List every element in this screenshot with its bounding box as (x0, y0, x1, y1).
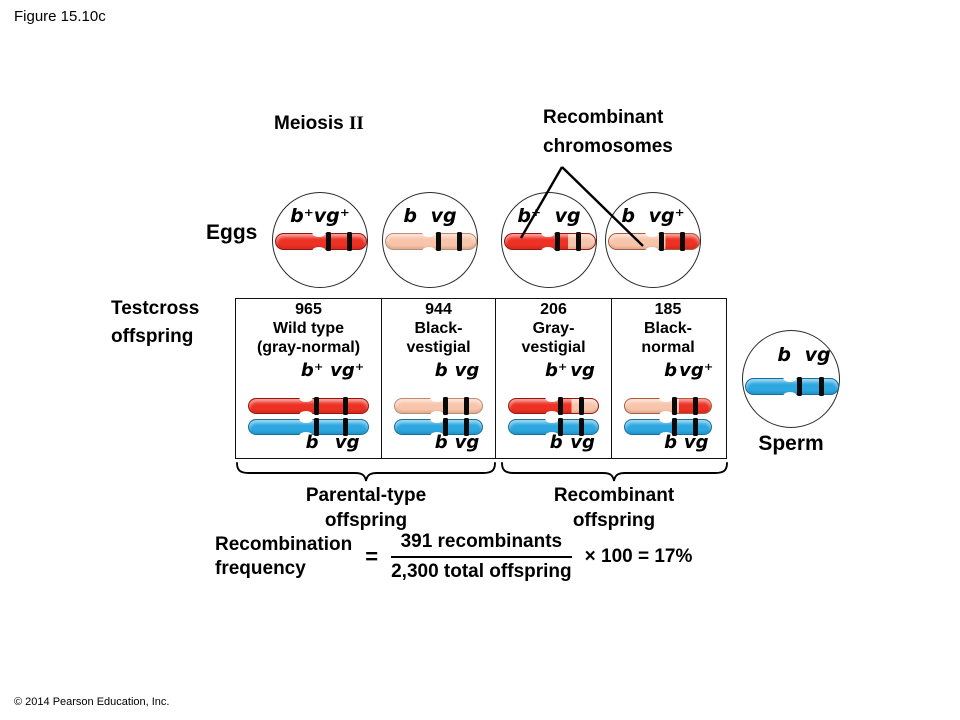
offspring-count: 944 (425, 301, 452, 318)
recombinant-offspring-label: Recombinant offspring (553, 485, 675, 531)
recombinant-chromosomes-line2: chromosomes (543, 136, 673, 157)
sperm-label: Sperm (758, 432, 824, 455)
meiosis-ii-label: Meiosis II (274, 113, 364, 135)
phenotype-name-2: vestigial (521, 339, 586, 356)
egg-2-chromosome (385, 229, 477, 254)
sperm-genotype: b vg (777, 344, 831, 366)
eggs-label: Eggs (206, 221, 258, 244)
sperm-chromosome (745, 374, 839, 399)
fraction-denominator: 2,300 total offspring (391, 561, 572, 582)
egg-1-chromosome (275, 229, 367, 254)
bottom-gene-label: b vg (434, 432, 480, 453)
offspring-table: 965 Wild type (gray-normal) b⁺ vg⁺ b vg … (235, 298, 727, 459)
egg-4-chromosome (608, 229, 700, 254)
meiosis-numeral: II (348, 113, 364, 134)
egg-cell-2: b vg (382, 192, 478, 288)
egg-4-genotype: b vg⁺ (621, 205, 685, 227)
equals-sign: = (365, 544, 379, 569)
egg-1-genotype: b⁺vg⁺ (290, 205, 350, 227)
offspring-count: 206 (540, 301, 567, 318)
offspring-count: 185 (654, 301, 682, 318)
bottom-gene-label: b vg (549, 432, 595, 453)
figure-title: Figure 15.10c (14, 8, 106, 25)
recombinant-brace (501, 462, 728, 482)
paternal-chromosome (248, 415, 369, 439)
offspring-count: 965 (295, 301, 322, 318)
formula-fraction: 391 recombinants 2,300 total offspring (391, 531, 572, 583)
recombinant-chromosomes-line1: Recombinant (543, 107, 664, 128)
phenotype-name: Black- (643, 320, 693, 337)
phenotype-name: Black- (414, 320, 463, 337)
recombinant-chromosome (508, 394, 599, 418)
phenotype-name: Wild type (273, 320, 344, 337)
maternal-chromosome (394, 394, 483, 418)
top-gene-label: b vg (434, 360, 480, 381)
offspring-column-black-vestigial: 944 Black- vestigial b vg b vg (382, 299, 496, 458)
fraction-numerator: 391 recombinants (391, 531, 572, 558)
offspring-column-black-normal: 185 Black- normal b vg⁺ b vg (612, 299, 724, 458)
testcross-line1: Testcross (111, 298, 200, 319)
phenotype-name-2: normal (641, 339, 695, 356)
egg-cell-3-recombinant: b⁺ vg (501, 192, 597, 288)
bottom-gene-label: b vg (664, 432, 709, 453)
phenotype-name: Gray- (532, 320, 575, 337)
testcross-offspring-label: Testcross offspring (111, 295, 199, 351)
offspring-column-gray-vestigial: 206 Gray- vestigial b⁺ vg b vg (496, 299, 612, 458)
top-gene-label: b⁺ vg (545, 360, 595, 381)
formula-result: × 100 = 17% (584, 546, 693, 567)
recombinant-chromosomes-label: Recombinant chromosomes (543, 103, 673, 161)
paternal-chromosome (508, 415, 599, 439)
phenotype-name-2: (gray-normal) (256, 339, 361, 356)
egg-2-genotype: b vg (403, 205, 457, 227)
parental-brace (236, 462, 496, 482)
phenotype-name-2: vestigial (406, 339, 471, 356)
copyright-notice: © 2014 Pearson Education, Inc. (14, 696, 170, 708)
formula-lhs: Recombination frequency (215, 534, 353, 579)
paternal-chromosome (624, 415, 712, 439)
maternal-chromosome (248, 394, 369, 418)
egg-cell-4-recombinant: b vg⁺ (605, 192, 701, 288)
parental-type-offspring-label: Parental-type offspring (305, 485, 427, 531)
recombination-frequency-formula: Recombination frequency = 391 recombinan… (215, 531, 692, 583)
egg-3-genotype: b⁺ vg (517, 205, 581, 227)
top-gene-label: b vg⁺ (664, 360, 714, 381)
offspring-column-wild-type: 965 Wild type (gray-normal) b⁺ vg⁺ b vg (236, 299, 382, 458)
egg-3-chromosome (504, 229, 596, 254)
egg-cell-1: b⁺vg⁺ (272, 192, 368, 288)
bottom-gene-label: b vg (305, 432, 360, 453)
recombinant-chromosome (624, 394, 712, 418)
sperm-cell: b vg (742, 330, 840, 428)
testcross-line2: offspring (111, 326, 194, 347)
meiosis-text: Meiosis (274, 113, 344, 134)
top-gene-label: b⁺ vg⁺ (300, 360, 365, 381)
paternal-chromosome (394, 415, 483, 439)
